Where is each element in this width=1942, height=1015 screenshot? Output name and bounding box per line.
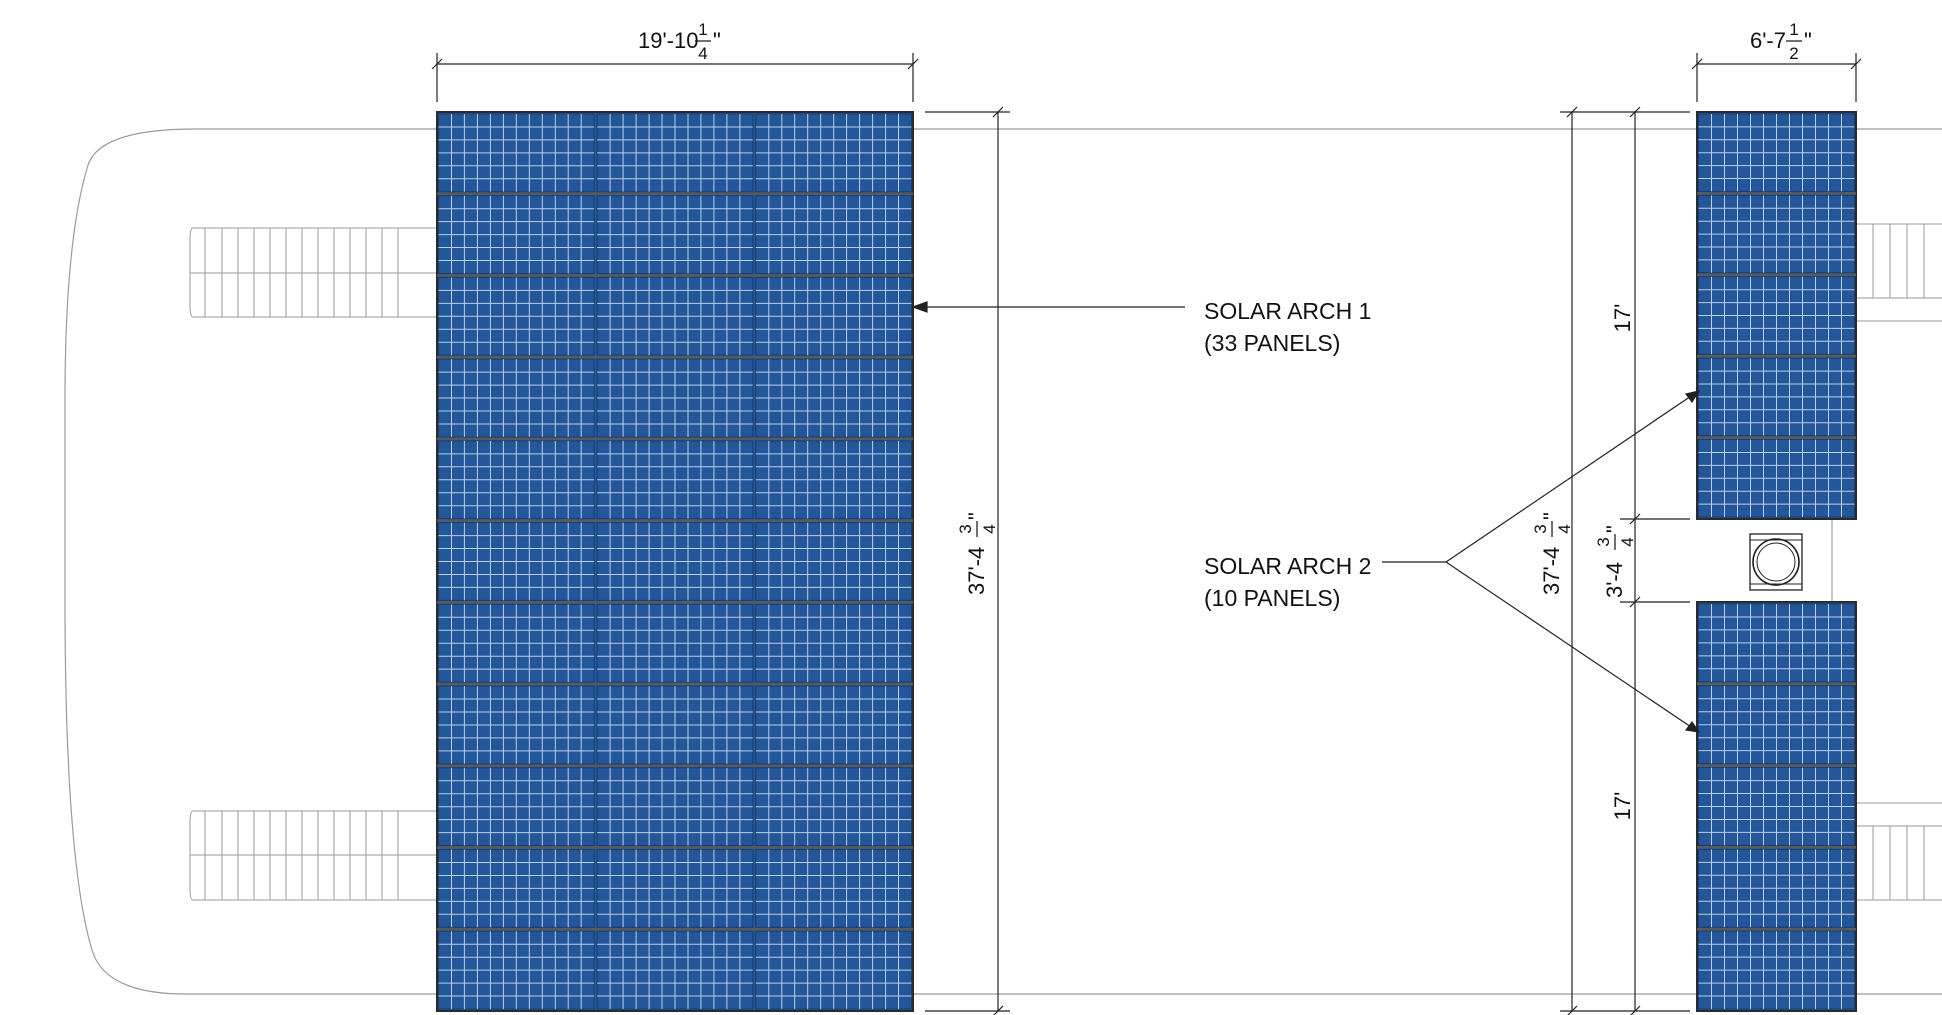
arch2-total-label: 37'-4 3 4 " bbox=[1531, 512, 1574, 595]
solar-panel bbox=[1698, 439, 1855, 518]
arch2-callout-name: SOLAR ARCH 2 bbox=[1204, 553, 1371, 579]
solar-panel bbox=[1698, 767, 1855, 846]
arch1-width-dimension bbox=[431, 53, 919, 102]
solar-panel bbox=[438, 849, 595, 928]
arch1-height-whole: 37'-4 bbox=[964, 547, 989, 595]
solar-panel bbox=[596, 195, 754, 274]
solar-panel bbox=[596, 276, 754, 356]
solar-panel bbox=[438, 603, 595, 683]
arch2-total-denominator: 4 bbox=[1555, 524, 1574, 533]
solar-panel bbox=[596, 849, 754, 928]
solar-panel bbox=[755, 276, 912, 356]
solar-panel bbox=[755, 767, 912, 847]
arch2-gap-label: 3'-4 3 4 " bbox=[1594, 525, 1637, 598]
solar-panel bbox=[438, 195, 595, 274]
solar-panel bbox=[1698, 276, 1855, 355]
arch1-width-denominator: 4 bbox=[698, 44, 707, 63]
solar-panel bbox=[438, 276, 595, 356]
solar-arch-2-lower-panel-array bbox=[1696, 601, 1857, 1012]
arch1-callout-name: SOLAR ARCH 1 bbox=[1204, 298, 1371, 324]
solar-panel bbox=[755, 113, 912, 193]
solar-arch-2-upper-panel-array bbox=[1696, 111, 1857, 520]
arch1-callout-panels: (33 PANELS) bbox=[1204, 330, 1340, 356]
support-column-symbol bbox=[1749, 533, 1803, 591]
arch2-total-numerator: 3 bbox=[1531, 524, 1550, 533]
arch1-height-dimension bbox=[925, 106, 1010, 1015]
solar-panel bbox=[755, 440, 912, 520]
solar-panel bbox=[438, 522, 595, 601]
solar-panel bbox=[1698, 357, 1855, 437]
solar-panel bbox=[755, 849, 912, 928]
arch2-gap-numerator: 3 bbox=[1594, 537, 1613, 546]
solar-panel bbox=[596, 358, 754, 438]
solar-panel bbox=[1698, 848, 1855, 928]
arch2-width-denominator: 2 bbox=[1789, 44, 1798, 63]
solar-panel bbox=[755, 930, 912, 1010]
solar-panel bbox=[596, 113, 754, 193]
parking-stalls-right bbox=[1831, 223, 1942, 901]
solar-panel bbox=[596, 603, 754, 683]
solar-panel bbox=[1698, 685, 1855, 765]
arch2-lower-length: 17' bbox=[1610, 792, 1635, 821]
arch1-width-unit: " bbox=[713, 28, 721, 53]
solar-panel bbox=[1698, 603, 1855, 683]
arch2-segment-dimension bbox=[1620, 106, 1690, 1015]
arch1-height-unit: " bbox=[964, 512, 989, 520]
parking-stalls-left-upper bbox=[189, 227, 437, 318]
solar-panel bbox=[596, 767, 754, 847]
solar-panel bbox=[755, 685, 912, 765]
arch2-total-whole: 37'-4 bbox=[1539, 547, 1564, 595]
solar-panel bbox=[438, 767, 595, 847]
arch1-width-whole: 19'-10 bbox=[638, 28, 698, 53]
solar-panel bbox=[755, 195, 912, 274]
site-outline bbox=[64, 128, 1942, 995]
solar-panel bbox=[438, 930, 595, 1010]
solar-arch-1-panel-array bbox=[436, 111, 914, 1012]
arch2-total-dimension bbox=[1560, 106, 1690, 1015]
solar-panel bbox=[438, 358, 595, 438]
arch2-total-unit: " bbox=[1539, 512, 1564, 520]
arch2-width-whole: 6'-7 bbox=[1750, 28, 1786, 53]
arch2-width-unit: " bbox=[1804, 28, 1812, 53]
arch2-callout-panels: (10 PANELS) bbox=[1204, 585, 1340, 611]
arch2-gap-whole: 3'-4 bbox=[1602, 562, 1627, 598]
solar-panel bbox=[1698, 930, 1855, 1010]
arch2-upper-length: 17' bbox=[1610, 304, 1635, 333]
arch1-height-label: 37'-4 3 4 " bbox=[956, 512, 999, 595]
arch1-height-numerator: 3 bbox=[956, 524, 975, 533]
arch2-width-numerator: 1 bbox=[1789, 20, 1798, 39]
solar-panel bbox=[755, 603, 912, 683]
arch2-gap-denominator: 4 bbox=[1618, 537, 1637, 546]
arch2-gap-unit: " bbox=[1602, 525, 1627, 533]
arch1-leader bbox=[911, 301, 1185, 313]
parking-stalls-left-lower bbox=[189, 810, 437, 901]
arch2-width-dimension bbox=[1691, 53, 1862, 102]
solar-panel bbox=[438, 113, 595, 193]
solar-panel bbox=[1698, 113, 1855, 192]
arch1-height-denominator: 4 bbox=[980, 524, 999, 533]
solar-panel bbox=[596, 930, 754, 1010]
solar-panel bbox=[438, 440, 595, 520]
solar-panel bbox=[596, 685, 754, 765]
solar-panel bbox=[596, 440, 754, 520]
solar-panel bbox=[438, 685, 595, 765]
arch1-width-numerator: 1 bbox=[698, 20, 707, 39]
solar-panel bbox=[1698, 194, 1855, 274]
arch2-leader bbox=[1382, 390, 1701, 733]
solar-panel bbox=[755, 358, 912, 438]
solar-panel bbox=[755, 522, 912, 601]
solar-panel bbox=[596, 522, 754, 601]
